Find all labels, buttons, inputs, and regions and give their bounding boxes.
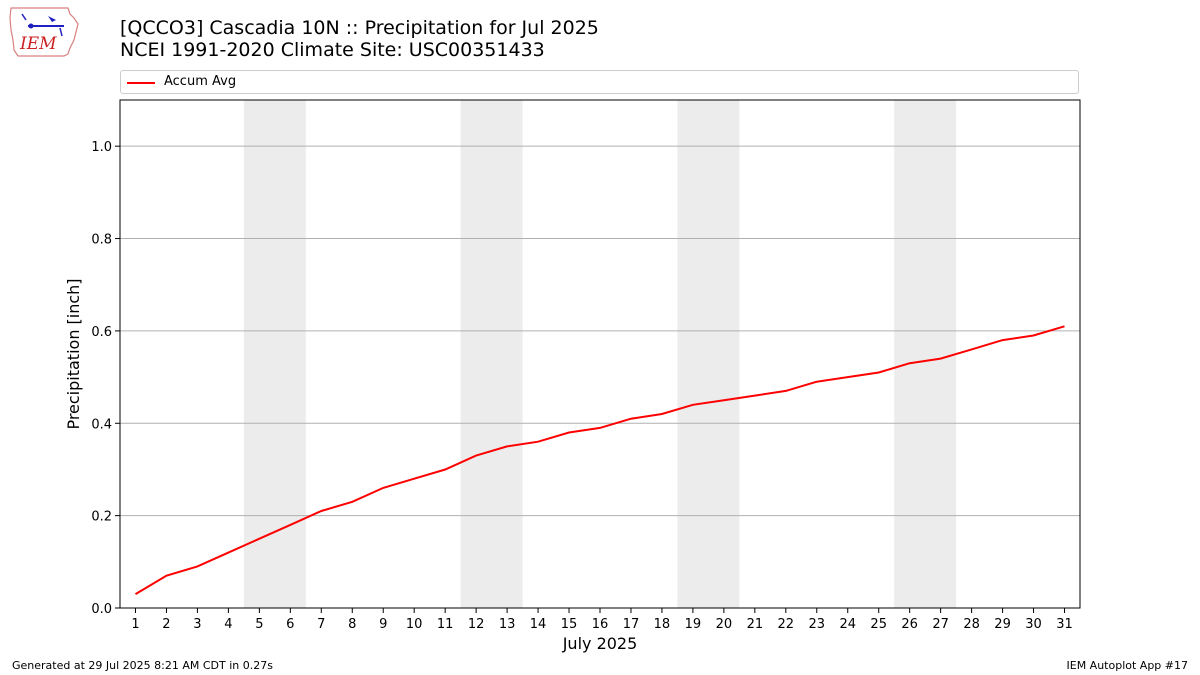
x-tick-label: 15 <box>561 617 578 632</box>
x-tick-label: 9 <box>379 617 387 632</box>
x-axis-label: July 2025 <box>562 634 638 653</box>
x-tick-label: 1 <box>131 617 139 632</box>
x-tick-label: 29 <box>994 617 1011 632</box>
y-tick-label: 1.0 <box>91 140 112 155</box>
x-tick-label: 21 <box>747 617 764 632</box>
x-tick-label: 28 <box>963 617 980 632</box>
x-tick-label: 25 <box>870 617 887 632</box>
series-layer <box>134 325 1065 595</box>
x-tick-label: 22 <box>778 617 795 632</box>
x-tick-label: 20 <box>716 617 733 632</box>
gridlines <box>120 145 1080 517</box>
x-tick-label: 17 <box>623 617 640 632</box>
x-tick-label: 24 <box>839 617 856 632</box>
x-tick-label: 31 <box>1056 617 1073 632</box>
y-tick-label: 0.4 <box>91 417 112 432</box>
weekend-band <box>894 100 957 608</box>
footer-generated: Generated at 29 Jul 2025 8:21 AM CDT in … <box>12 659 273 672</box>
x-tick-label: 11 <box>437 617 454 632</box>
weekend-bands <box>243 100 957 608</box>
x-tick-label: 7 <box>317 617 325 632</box>
weekend-band <box>677 100 740 608</box>
x-tick-label: 10 <box>406 617 423 632</box>
x-tick-label: 4 <box>224 617 232 632</box>
x-ticks: 1 2 3 4 5 6 7 8 9 10 11 12 13 14 15 16 17 18 19 20 21 22 23 24 2… <box>131 608 1073 632</box>
iem-logo-graphic <box>9 7 79 57</box>
chart-subtitle: NCEI 1991-2020 Climate Site: USC00351433 <box>120 39 545 61</box>
weekend-band <box>460 100 523 608</box>
footer-app: IEM Autoplot App #17 <box>1066 659 1189 672</box>
y-tick-label: 0.6 <box>91 325 112 340</box>
y-axis-label: Precipitation [inch] <box>64 278 83 429</box>
x-tick-label: 6 <box>286 617 294 632</box>
y-tick-label: 0.2 <box>91 510 112 525</box>
x-tick-label: 2 <box>162 617 170 632</box>
y-ticks: 0.0 0.2 0.4 0.6 0.8 1.0 <box>91 140 120 617</box>
x-tick-label: 3 <box>193 617 201 632</box>
logo-text: IEM <box>20 34 57 54</box>
x-tick-label: 23 <box>809 617 826 632</box>
x-tick-label: 8 <box>348 617 356 632</box>
x-tick-label: 14 <box>530 617 547 632</box>
iem-logo: IEM <box>8 6 80 58</box>
y-tick-label: 0.0 <box>91 602 112 617</box>
x-tick-label: 30 <box>1025 617 1042 632</box>
x-tick-label: 13 <box>499 617 516 632</box>
x-tick-label: 19 <box>685 617 702 632</box>
x-tick-label: 27 <box>932 617 949 632</box>
legend-label: Accum Avg <box>164 74 237 89</box>
x-tick-label: 5 <box>255 617 263 632</box>
legend: Accum Avg <box>120 70 1079 94</box>
legend-swatch <box>127 82 155 84</box>
y-tick-label: 0.8 <box>91 233 112 248</box>
x-tick-label: 26 <box>901 617 918 632</box>
chart-title: [QCCO3] Cascadia 10N :: Precipitation fo… <box>120 17 599 39</box>
x-tick-label: 16 <box>592 617 609 632</box>
x-tick-label: 18 <box>654 617 671 632</box>
x-tick-label: 12 <box>468 617 485 632</box>
